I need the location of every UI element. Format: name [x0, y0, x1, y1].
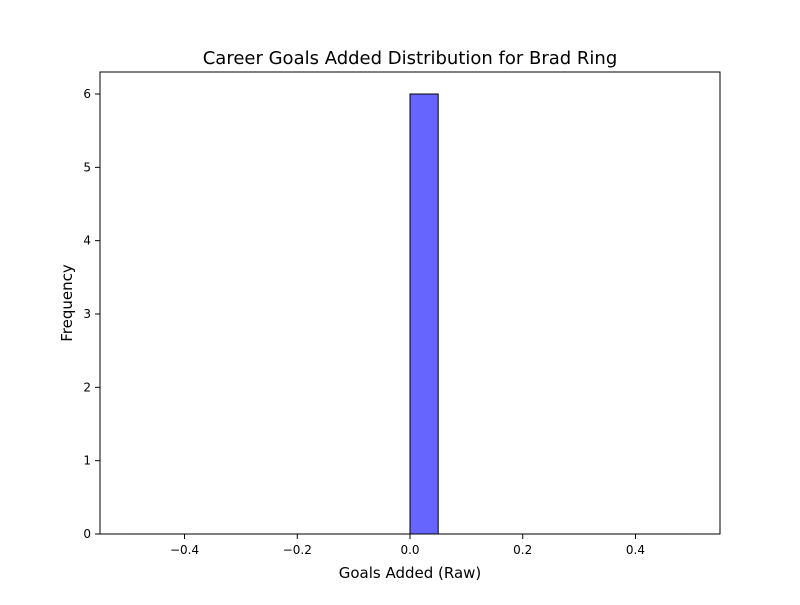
y-axis-label: Frequency [58, 264, 76, 342]
bars-layer [128, 94, 692, 534]
y-tick-label-3: 3 [83, 307, 91, 321]
y-tick-label-5: 5 [83, 160, 91, 174]
y-tick-label-0: 0 [83, 527, 91, 541]
x-tick-label-4: 0.4 [626, 543, 645, 557]
x-axis-label: Goals Added (Raw) [339, 564, 482, 582]
x-tick-label-3: 0.2 [513, 543, 532, 557]
x-tick-label-0: −0.4 [170, 543, 199, 557]
x-tick-label-1: −0.2 [283, 543, 312, 557]
y-tick-label-2: 2 [83, 380, 91, 394]
y-tick-label-4: 4 [83, 234, 91, 248]
y-tick-label-6: 6 [83, 87, 91, 101]
x-tick-label-2: 0.0 [400, 543, 419, 557]
y-tick-label-1: 1 [83, 454, 91, 468]
y-axis: 0 1 2 3 4 5 6 [83, 87, 100, 541]
x-axis: −0.4 −0.2 0.0 0.2 0.4 [170, 534, 645, 557]
histogram-bar-10 [410, 94, 438, 534]
chart-title: Career Goals Added Distribution for Brad… [203, 48, 618, 69]
